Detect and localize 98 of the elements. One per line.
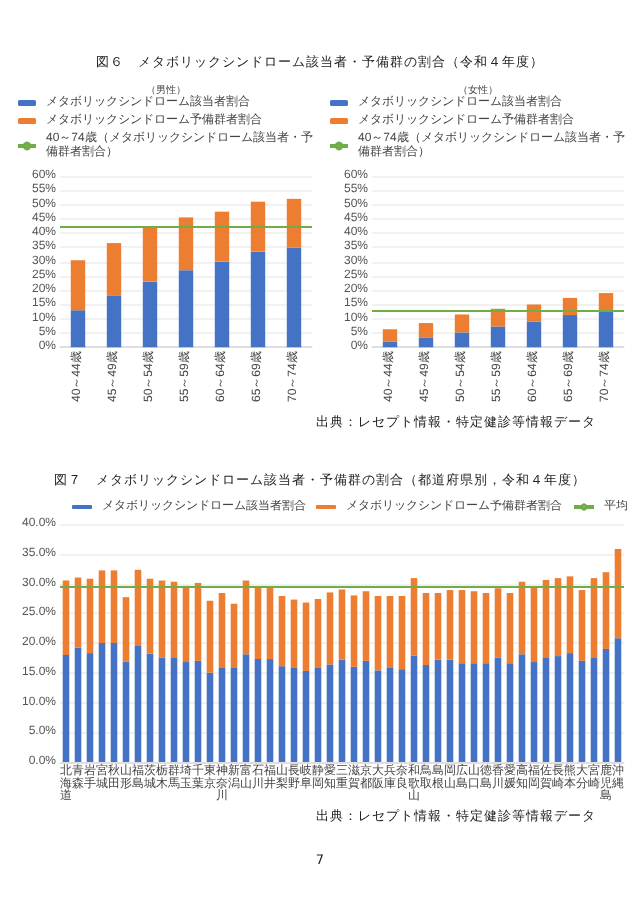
bar	[286, 247, 302, 348]
bar	[206, 672, 214, 762]
bar	[530, 662, 538, 762]
bar	[446, 590, 454, 660]
bar	[562, 315, 578, 348]
bar	[326, 592, 334, 665]
bar	[134, 645, 142, 762]
bar	[122, 597, 130, 662]
bar	[418, 337, 434, 348]
bar	[458, 663, 466, 762]
bar	[494, 657, 502, 762]
bar	[362, 660, 370, 762]
bar	[614, 638, 622, 762]
bar	[494, 588, 502, 658]
bar	[338, 659, 346, 762]
bar	[398, 669, 406, 762]
bar	[326, 664, 334, 762]
bar	[598, 293, 614, 311]
bar	[70, 260, 86, 311]
bar	[490, 326, 506, 348]
bar	[286, 198, 302, 248]
bar	[590, 657, 598, 762]
bar	[434, 593, 442, 660]
bar	[254, 587, 262, 660]
bar	[458, 590, 466, 664]
bar	[290, 667, 298, 762]
bar	[70, 310, 86, 348]
bar	[142, 227, 158, 282]
bar	[518, 654, 526, 762]
bar	[554, 656, 562, 762]
bar	[526, 321, 542, 348]
bar	[122, 661, 130, 762]
bar	[434, 659, 442, 762]
bar	[214, 261, 230, 348]
bar	[106, 243, 122, 296]
bar	[218, 593, 226, 668]
bar	[542, 657, 550, 762]
bar	[454, 314, 470, 333]
bar	[482, 663, 490, 762]
bar	[302, 602, 310, 671]
bar	[74, 647, 82, 762]
bar	[398, 596, 406, 670]
bar	[290, 599, 298, 668]
bar	[110, 643, 118, 762]
bar	[386, 667, 394, 762]
bar	[598, 310, 614, 348]
bar	[62, 654, 70, 762]
bar	[86, 653, 94, 762]
bar	[386, 596, 394, 668]
bar	[418, 323, 434, 338]
bar	[362, 591, 370, 661]
bar	[170, 657, 178, 762]
bar	[302, 670, 310, 762]
bar	[566, 653, 574, 762]
bar	[218, 667, 226, 762]
bar	[350, 595, 358, 667]
bar	[250, 251, 266, 348]
bar	[266, 659, 274, 762]
bar	[182, 662, 190, 762]
bar	[106, 295, 122, 348]
bar	[422, 593, 430, 666]
bar	[454, 332, 470, 348]
bar	[98, 643, 106, 762]
bar	[374, 670, 382, 762]
bar	[250, 201, 266, 252]
bar	[242, 654, 250, 762]
bar	[178, 270, 194, 348]
bar	[506, 593, 514, 664]
bar	[194, 660, 202, 762]
bar	[142, 281, 158, 348]
bar	[578, 590, 586, 661]
bar	[374, 596, 382, 671]
bar	[214, 211, 230, 262]
bar	[230, 603, 238, 668]
bar	[482, 593, 490, 664]
bar	[314, 598, 322, 668]
bar	[146, 653, 154, 762]
bar	[314, 667, 322, 762]
bar	[158, 657, 166, 762]
bar	[338, 589, 346, 660]
bar	[230, 667, 238, 762]
bar	[506, 663, 514, 762]
bar	[578, 660, 586, 762]
bar	[206, 600, 214, 673]
bar	[470, 663, 478, 762]
bar	[446, 659, 454, 762]
bar	[178, 217, 194, 271]
bar	[530, 587, 538, 663]
bar	[422, 665, 430, 762]
bar	[470, 591, 478, 664]
bar	[382, 329, 398, 342]
bar	[350, 666, 358, 762]
bar	[254, 659, 262, 762]
bar	[602, 648, 610, 762]
bar	[278, 596, 286, 667]
bar	[266, 587, 274, 660]
bar	[410, 655, 418, 762]
bar	[278, 666, 286, 762]
